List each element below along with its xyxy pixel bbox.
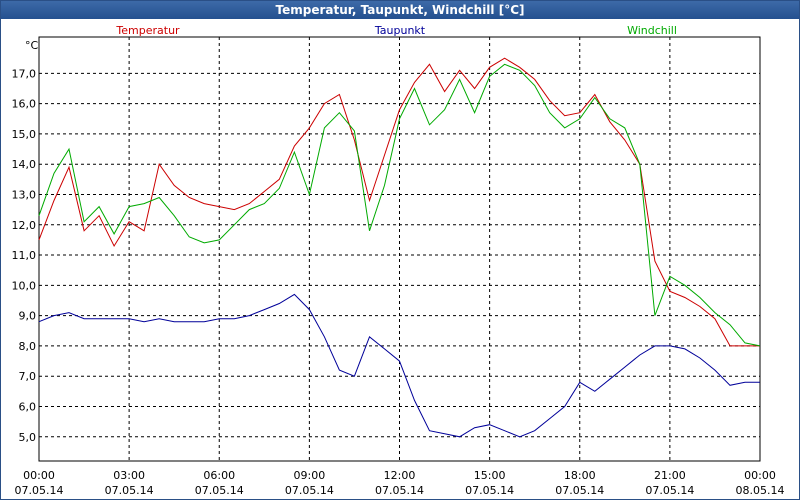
x-tick-time: 21:00 (654, 469, 686, 482)
series-layer (38, 57, 761, 438)
x-tick-date: 08.05.14 (736, 484, 785, 497)
y-tick-label: 9,0 (19, 310, 37, 323)
x-tick-date: 07.05.14 (465, 484, 514, 497)
y-tick-label: 5,0 (19, 431, 37, 444)
y-tick-label: 16,0 (12, 98, 37, 111)
legend-temperatur: Temperatur (115, 24, 180, 37)
x-tick-date: 07.05.14 (195, 484, 244, 497)
y-tick-label: 6,0 (19, 400, 37, 413)
y-tick-label: 14,0 (12, 158, 37, 171)
x-tick-time: 00:00 (23, 469, 55, 482)
y-tick-label: 15,0 (12, 128, 37, 141)
x-tick-time: 00:00 (744, 469, 776, 482)
x-tick-time: 15:00 (474, 469, 506, 482)
x-tick-date: 07.05.14 (645, 484, 694, 497)
y-tick-label: 11,0 (12, 249, 37, 262)
x-tick-time: 12:00 (384, 469, 416, 482)
legend-taupunkt: Taupunkt (374, 24, 426, 37)
x-tick-time: 03:00 (113, 469, 145, 482)
series-line-taupunkt (38, 293, 760, 438)
y-tick-label: 12,0 (12, 219, 37, 232)
x-tick-date: 07.05.14 (555, 484, 604, 497)
x-tick-time: 06:00 (203, 469, 235, 482)
y-tick-label: 13,0 (12, 188, 37, 201)
x-tick-time: 09:00 (294, 469, 326, 482)
y-tick-label: 10,0 (12, 279, 37, 292)
y-tick-label: 7,0 (19, 370, 37, 383)
y-tick-label: 17,0 (12, 67, 37, 80)
y-tick-label: 8,0 (19, 340, 37, 353)
x-tick-date: 07.05.14 (15, 484, 64, 497)
window-title: Temperatur, Taupunkt, Windchill [°C] (1, 1, 799, 19)
x-tick-labels: 00:00 07.05.14 03:00 07.05.14 06:00 07.05.14 0… (15, 469, 785, 497)
legend-windchill: Windchill (627, 24, 677, 37)
x-tick-date: 07.05.14 (105, 484, 154, 497)
y-tick-labels: 5,0 6,0 7,0 8,0 9,0 10,0 11,0 12,0 13,0 14,0 15,0 1… (12, 67, 37, 443)
y-axis-unit-label: °C (25, 39, 39, 52)
x-tick-date: 07.05.14 (375, 484, 424, 497)
x-tick-time: 18:00 (564, 469, 596, 482)
series-line-windchill (38, 63, 761, 347)
x-tick-date: 07.05.14 (285, 484, 334, 497)
